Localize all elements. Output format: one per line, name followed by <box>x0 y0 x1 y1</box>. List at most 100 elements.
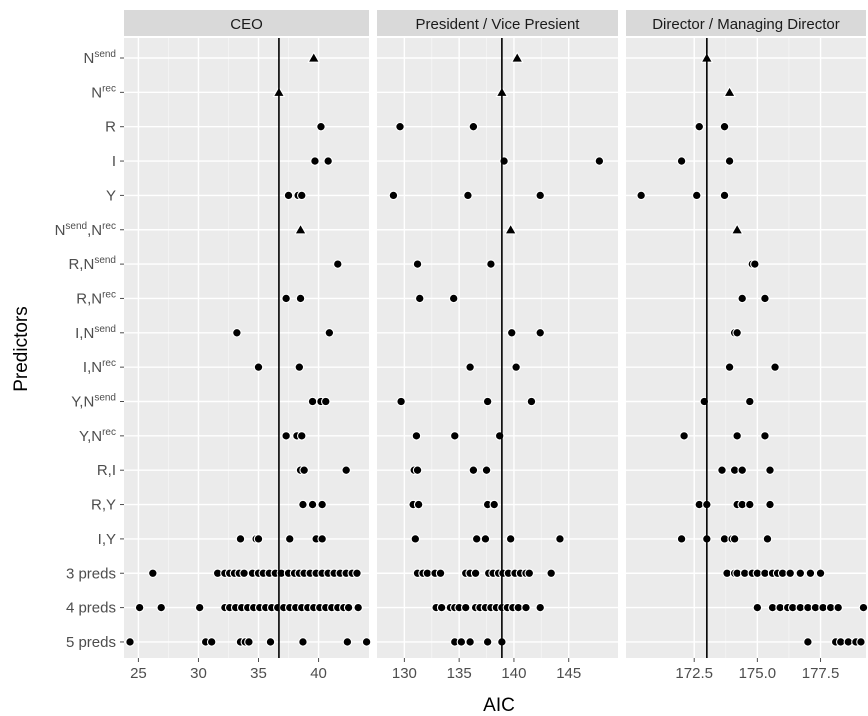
data-point <box>244 637 254 647</box>
data-point <box>765 465 775 475</box>
data-point <box>482 396 493 407</box>
data-point <box>535 190 545 201</box>
data-point <box>265 637 276 647</box>
data-point <box>316 121 326 132</box>
data-point <box>470 568 481 578</box>
data-point <box>412 259 423 269</box>
data-point <box>679 431 689 441</box>
y-tick-label: I <box>112 153 116 170</box>
data-point-triangle <box>307 51 321 63</box>
data-point <box>134 602 145 613</box>
data-point <box>676 534 687 544</box>
x-tick-label: 30 <box>190 665 207 682</box>
data-point <box>317 534 327 544</box>
data-point <box>436 602 447 613</box>
data-point <box>489 499 499 510</box>
data-point <box>396 396 406 407</box>
data-point <box>281 293 291 304</box>
data-point <box>737 293 747 304</box>
facet-strip <box>124 10 369 36</box>
data-point <box>352 568 362 578</box>
data-point <box>460 602 471 613</box>
data-point <box>760 293 770 304</box>
data-point <box>803 637 813 647</box>
data-point <box>521 602 531 613</box>
data-point <box>535 602 545 613</box>
facet-strip <box>626 10 866 36</box>
y-tick-label: Y,Nsend <box>71 393 116 411</box>
y-tick-label: 4 preds <box>66 600 116 617</box>
data-point <box>448 293 459 304</box>
data-point <box>342 637 353 647</box>
data-point <box>594 156 605 166</box>
y-tick-label: 5 preds <box>66 634 116 651</box>
data-point <box>294 362 305 372</box>
data-point <box>760 431 770 441</box>
data-point <box>732 328 742 338</box>
x-tick-label: 25 <box>130 665 147 682</box>
data-point <box>353 602 363 613</box>
data-point <box>691 190 702 201</box>
data-point <box>526 396 537 407</box>
facet-strip <box>377 10 618 36</box>
y-tick-label: I,Nsend <box>75 324 116 342</box>
data-point <box>317 499 327 510</box>
data-point <box>235 534 246 544</box>
data-point <box>752 602 763 613</box>
data-point <box>745 396 755 407</box>
data-point <box>745 499 755 510</box>
x-tick-label: 177.5 <box>802 665 840 682</box>
data-point-triangle <box>730 223 744 235</box>
data-point <box>333 259 343 269</box>
facet-title: President / Vice Presient <box>416 16 581 33</box>
data-point <box>505 534 516 544</box>
y-tick-label: Nsend <box>83 49 116 67</box>
data-point <box>194 602 205 613</box>
x-tick-label: 130 <box>392 665 417 682</box>
data-point <box>724 156 735 166</box>
data-point <box>719 121 730 132</box>
data-point <box>480 534 491 544</box>
data-point <box>546 568 556 578</box>
data-point <box>156 602 166 613</box>
data-point <box>296 431 307 441</box>
x-tick-label: 40 <box>310 665 327 682</box>
data-point <box>232 328 242 338</box>
y-tick-label: 3 preds <box>66 565 116 582</box>
data-point <box>456 637 467 647</box>
data-point <box>486 259 496 269</box>
data-point <box>395 121 405 132</box>
data-point <box>148 568 158 578</box>
data-point <box>694 121 705 132</box>
y-axis-title: Predictors <box>11 306 32 392</box>
data-point <box>412 465 423 475</box>
data-point <box>468 121 479 132</box>
data-point <box>310 156 320 166</box>
data-point <box>795 568 806 578</box>
data-point <box>555 534 565 544</box>
data-point <box>805 568 816 578</box>
data-point <box>341 465 351 475</box>
data-point <box>463 190 473 201</box>
data-point <box>296 190 307 201</box>
data-point <box>717 465 727 475</box>
data-point <box>125 637 135 647</box>
data-point <box>482 637 493 647</box>
y-tick-label: R,Nsend <box>68 255 116 273</box>
data-point <box>298 637 308 647</box>
x-tick-label: 145 <box>556 665 581 682</box>
data-point-triangle <box>510 51 524 63</box>
data-point <box>858 602 868 613</box>
data-point-triangle <box>723 85 737 98</box>
data-point <box>307 499 318 510</box>
data-point <box>785 568 795 578</box>
y-tick-label: I,Y <box>98 531 116 548</box>
x-tick-label: 135 <box>447 665 472 682</box>
data-point <box>435 568 446 578</box>
data-point-triangle <box>504 223 518 235</box>
y-tick-label: R,I <box>97 462 116 479</box>
data-point <box>856 637 866 647</box>
data-point <box>524 568 535 578</box>
facet-title: Director / Managing Director <box>652 16 840 33</box>
